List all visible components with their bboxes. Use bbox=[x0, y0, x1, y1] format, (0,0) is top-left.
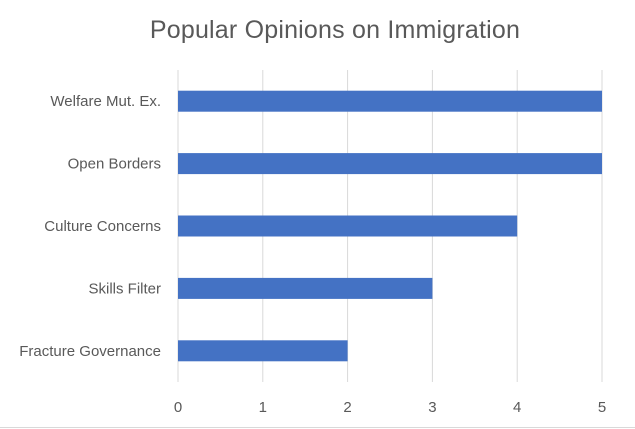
x-tick-label-5: 5 bbox=[598, 399, 606, 416]
bar-skills-filter bbox=[178, 277, 433, 299]
category-label-culture-concerns: Culture Concerns bbox=[44, 218, 161, 235]
x-tick-label-3: 3 bbox=[428, 399, 436, 416]
category-label-open-borders: Open Borders bbox=[68, 156, 161, 173]
chart-bottom-border bbox=[0, 427, 635, 428]
chart-title: Popular Opinions on Immigration bbox=[149, 16, 521, 44]
category-label-fracture-governance: Fracture Governance bbox=[19, 343, 161, 360]
x-tick-label-0: 0 bbox=[174, 399, 182, 416]
x-tick-label-4: 4 bbox=[513, 399, 521, 416]
bar-fracture-governance bbox=[178, 340, 348, 362]
x-tick-label-1: 1 bbox=[259, 399, 267, 416]
category-label-welfare-mut-ex: Welfare Mut. Ex. bbox=[50, 93, 161, 110]
bar-welfare-mut-ex bbox=[178, 90, 602, 112]
category-label-skills-filter: Skills Filter bbox=[88, 280, 161, 297]
x-tick-label-2: 2 bbox=[343, 399, 351, 416]
bar-open-borders bbox=[178, 153, 602, 175]
bar-culture-concerns bbox=[178, 215, 518, 237]
